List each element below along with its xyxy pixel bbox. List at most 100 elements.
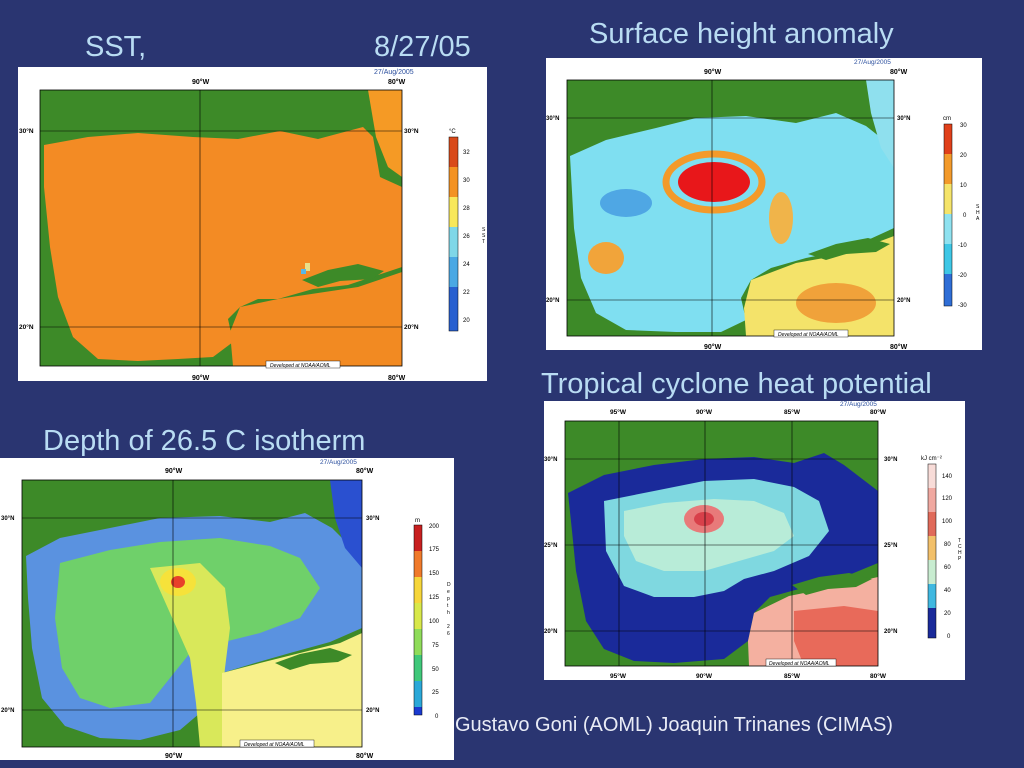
sha-map: 27/Aug/2005 90°W 80°W 30°N 20°N 30°N 20°…: [546, 59, 980, 350]
colorbar-tick: 26: [463, 234, 470, 240]
colorbar-tick: 200: [429, 524, 440, 530]
lon-label: 80°W: [388, 374, 406, 381]
lat-label: 30°N: [884, 457, 897, 463]
d26-map-panel: 27/Aug/2005 90°W 80°W 30°N 20°N 30°N 20°…: [0, 458, 454, 760]
credit-box: [265, 360, 341, 369]
sst-colorbar: [448, 136, 459, 332]
lat-label: 30°N: [544, 457, 557, 463]
cold-spot: [301, 269, 306, 274]
variable-letter: C: [958, 544, 962, 550]
graticule: [22, 480, 362, 747]
colorbar-tick: 120: [942, 496, 953, 502]
lon-label: 80°W: [870, 672, 887, 680]
colorbar-tick: 80: [944, 542, 951, 548]
lon-label: 90°W: [192, 78, 210, 86]
colorbar-tick: 32: [463, 150, 470, 156]
variable-letter: T: [958, 538, 961, 544]
map-frame: [21, 479, 363, 748]
lat-label: 20°N: [404, 323, 419, 331]
colorbar-tick: 28: [463, 206, 470, 212]
variable-letter: P: [958, 556, 962, 562]
lat-label: 30°N: [19, 127, 34, 135]
colorbar-tick: 175: [429, 547, 440, 553]
gulf-water: [44, 127, 402, 361]
lon-label: 80°W: [356, 467, 374, 475]
colorbar-tick: 125: [429, 595, 440, 601]
graticule: [40, 90, 402, 366]
lat-label: 30°N: [404, 127, 419, 135]
loop-current: [150, 563, 230, 747]
lat-label: 25°N: [544, 543, 557, 549]
cuba-land: [808, 238, 890, 260]
lon-label: 80°W: [890, 343, 908, 350]
footer-note: Developed at NOAA/AOML: [778, 332, 839, 338]
footer-note: Developed at NOAA/AOML: [244, 742, 305, 748]
atlantic-water: [866, 80, 894, 168]
sst-date-label: 27/Aug/2005: [374, 69, 414, 76]
lat-label: 20°N: [19, 323, 34, 331]
cold-anomaly: [600, 189, 652, 217]
atlantic-water: [330, 480, 362, 568]
map-frame: [564, 420, 879, 667]
colorbar-tick: 100: [429, 619, 440, 625]
credit-box: [239, 739, 315, 748]
credit-box: [773, 329, 849, 338]
lat-label: 20°N: [1, 708, 14, 714]
colorbar-tick: 30: [463, 178, 470, 184]
eddy-ring: [662, 150, 766, 214]
variable-letter: S: [482, 227, 486, 233]
lat-label: 30°N: [897, 116, 910, 122]
colorbar-tick: 0: [947, 634, 951, 640]
lat-label: 20°N: [884, 629, 897, 635]
variable-letter: 2: [447, 624, 450, 630]
lon-label: 80°W: [890, 68, 908, 76]
lon-label: 90°W: [165, 752, 183, 760]
lat-label: 20°N: [897, 298, 910, 304]
lat-label: 30°N: [1, 516, 14, 522]
colorbar-tick: 30: [960, 123, 967, 129]
sha-colorbar: [943, 123, 953, 307]
colorbar-tick: 10: [960, 183, 967, 189]
warm-anomaly: [588, 242, 624, 274]
colorbar-units: kJ cm⁻²: [921, 456, 942, 462]
colorbar-tick: -30: [958, 303, 967, 309]
cuba-land: [302, 264, 384, 287]
variable-letter: H: [958, 550, 962, 556]
colorbar-tick: 20: [960, 153, 967, 159]
variable-letter: S: [482, 233, 486, 239]
lon-label: 90°W: [704, 68, 722, 76]
warm-anomaly: [796, 283, 876, 323]
variable-letter: h: [447, 610, 450, 616]
warm-core: [694, 512, 714, 526]
colorbar-tick: -10: [958, 243, 967, 249]
colorbar-tick: 150: [429, 571, 440, 577]
lon-label: 85°W: [784, 408, 801, 416]
sha-date-label: 27/Aug/2005: [854, 59, 891, 66]
colorbar-units: °C: [449, 129, 456, 135]
lon-label: 95°W: [610, 408, 627, 416]
colorbar-tick: 60: [944, 565, 951, 571]
colorbar-tick: 20: [944, 611, 951, 617]
tchp-map-panel: 27/Aug/2005 95°W 90°W 85°W 80°W 30°N 25°…: [544, 401, 965, 680]
footer-note: Developed at NOAA/AOML: [270, 363, 331, 369]
map-frame: [566, 79, 895, 337]
colorbar-tick: 100: [942, 519, 953, 525]
colorbar-tick: 50: [432, 667, 439, 673]
sha-title: Surface height anomaly: [589, 18, 894, 50]
warm-core: [171, 576, 185, 588]
variable-letter: p: [447, 596, 450, 602]
colorbar-tick: 0: [963, 213, 967, 219]
lat-label: 20°N: [544, 629, 557, 635]
credit-box: [765, 658, 837, 667]
lon-label: 90°W: [165, 467, 183, 475]
colorbar-tick: 24: [463, 262, 470, 268]
variable-letter: A: [976, 216, 980, 222]
lon-label: 95°W: [610, 672, 627, 680]
colorbar-tick: 22: [463, 290, 470, 296]
colorbar-tick: 75: [432, 643, 439, 649]
colorbar-units: cm: [943, 116, 951, 122]
lon-label: 90°W: [696, 408, 713, 416]
d26-title: Depth of 26.5 C isotherm: [43, 425, 366, 457]
lat-label: 30°N: [366, 516, 379, 522]
colorbar-tick: 40: [944, 588, 951, 594]
